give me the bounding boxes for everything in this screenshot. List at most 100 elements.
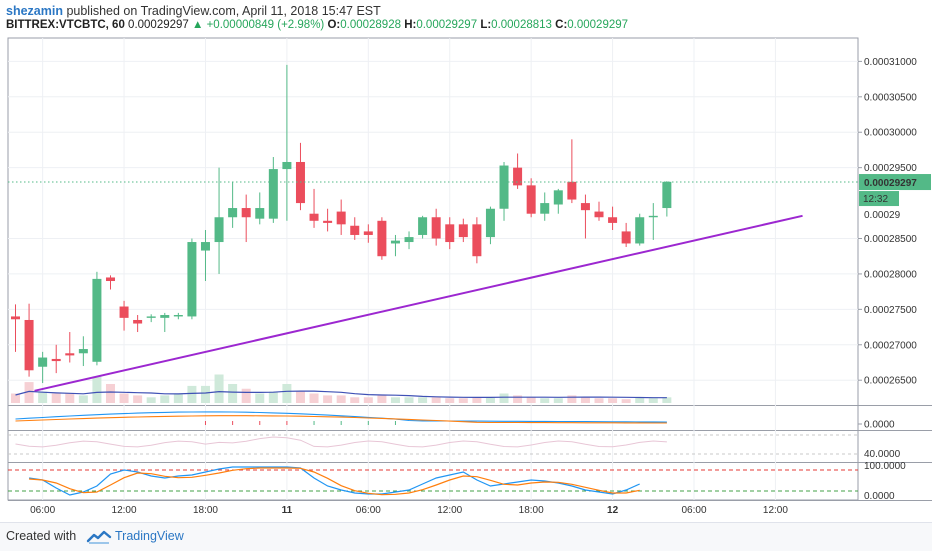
candle-body [92,278,102,362]
candle-body [146,316,156,318]
time-axis: 06:00 12:00 18:00 11 06:00 12:00 18:00 12 06:00 1… [30,505,788,516]
symbol-label: BITTREX:VTCBTC, 60 [6,19,125,31]
candle-body [648,215,658,218]
volume-bar [513,395,523,403]
partial-price-label: 0.00029 [864,210,901,221]
price-tick-label: 0.00029500 [864,163,917,174]
price-tick-label: 0.00028000 [864,269,917,280]
candle-body [187,242,197,317]
close-value: 0.00029297 [567,19,629,31]
candle-body [526,185,536,214]
footer-bar: Created with TradingView [0,522,932,551]
time-tick-label: 12:00 [437,505,462,516]
volume-bar [363,397,373,403]
candle-body [160,315,170,318]
grid [7,37,932,501]
tradingview-cloud-icon[interactable] [86,529,112,545]
candle-body [24,319,34,371]
price-change: ▲ +0.00000849 (+2.98%) [192,19,325,31]
volume-bar [445,398,455,403]
osc2-tick-label: 40.0000 [864,449,901,460]
volume-bar [662,397,672,403]
low-value: 0.00028813 [491,19,552,31]
time-tick-label: 11 [282,505,293,516]
candle-body [38,357,48,367]
candle-body [268,169,278,219]
stoch-d-line [29,467,640,496]
volume-bar [323,395,333,403]
volume-bar [295,391,305,403]
candle-body [228,208,238,218]
volume-bar [540,398,550,403]
volume-bars [11,374,672,403]
candle-body [431,217,441,239]
signal-line [15,415,667,424]
candle-body [553,190,563,205]
candle-body [309,213,319,221]
candle-body [282,161,292,170]
symbol-info: BITTREX:VTCBTC, 60 0.00029297 ▲ +0.00000… [6,19,628,31]
price-tick-label: 0.00027500 [864,305,917,316]
candles [11,64,672,384]
volume-bar [105,384,115,403]
close-label: C: [555,19,568,31]
rsi-pane [8,434,858,455]
macd-line [15,411,667,423]
rsi-line [15,436,667,448]
volume-bar [119,393,129,403]
candle-body [621,231,631,244]
osc1-tick-label: 0.0000 [864,420,895,431]
candle-body [78,349,88,354]
time-tick-label: 06:00 [356,505,381,516]
tradingview-brand[interactable]: TradingView [115,529,184,543]
candle-body [662,181,672,209]
volume-bar [200,385,210,403]
volume-bar [65,393,75,403]
volume-bar [635,397,645,403]
volume-bar [431,397,441,403]
price-tick-label: 0.00028500 [864,234,917,245]
candle-body [119,306,129,318]
volume-bar [187,385,197,403]
volume-bar [553,398,563,403]
stoch-pane [8,466,858,496]
candle-body [336,211,346,225]
volume-bar [580,397,590,403]
volume-bar [133,395,143,403]
volume-bar [78,395,88,403]
price-chart[interactable]: 0.00031000 0.00030500 0.00030000 0.00029500… [0,0,932,522]
volume-bar [241,388,251,403]
volume-bar [24,382,34,403]
open-value: 0.00028928 [340,19,401,31]
volume-bar [92,376,102,403]
price-tick-label: 0.00030000 [864,128,917,139]
volume-bar [499,393,509,403]
candle-body [390,240,400,244]
volume-bar [309,393,319,403]
volume-bar [526,397,536,403]
price-axis: 0.00031000 0.00030500 0.00030000 0.00029500… [858,57,931,502]
volume-bar [214,374,224,403]
countdown-label: 12:32 [863,194,888,205]
time-tick-label: 06:00 [681,505,706,516]
price-tick-label: 0.00027000 [864,340,917,351]
candle-body [377,220,387,257]
time-tick-label: 12:00 [112,505,137,516]
low-label: L: [480,19,492,31]
macd-pane [15,411,667,425]
stoch-k-line [29,466,640,496]
candle-body [105,277,115,282]
candle-body [404,237,414,243]
time-tick-label: 06:00 [30,505,55,516]
author-link[interactable]: shezamin [6,4,63,18]
high-value: 0.00029297 [416,19,478,31]
candle-body [567,181,577,200]
volume-bar [350,397,360,403]
volume-bar [621,399,631,403]
high-label: H: [404,19,417,31]
candle-body [133,319,143,324]
time-tick-label: 18:00 [519,505,544,516]
candle-body [255,208,265,219]
candle-body [173,315,183,317]
time-tick-label: 12:00 [763,505,788,516]
